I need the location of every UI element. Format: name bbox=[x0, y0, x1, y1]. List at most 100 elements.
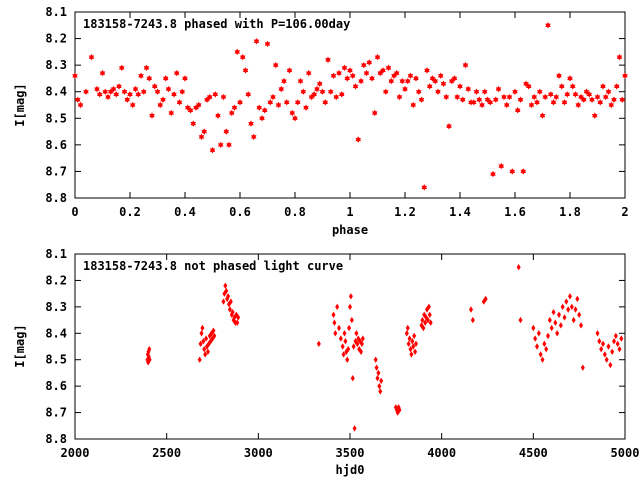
y-tick-label: 8.7 bbox=[45, 164, 67, 178]
data-point bbox=[83, 88, 89, 95]
data-point bbox=[350, 375, 355, 382]
data-point bbox=[212, 332, 217, 340]
data-point bbox=[555, 330, 560, 337]
data-point bbox=[534, 99, 540, 106]
data-point bbox=[343, 338, 348, 345]
data-point bbox=[248, 120, 254, 127]
data-point bbox=[187, 107, 194, 114]
chart-title: 183158-7243.8 not phased light curve bbox=[83, 259, 343, 273]
data-point bbox=[562, 314, 567, 321]
y-axis-label: I[mag] bbox=[13, 324, 27, 367]
data-point bbox=[407, 72, 414, 79]
data-point bbox=[113, 91, 120, 98]
data-point bbox=[379, 377, 384, 385]
data-point bbox=[124, 96, 131, 103]
data-point bbox=[341, 64, 348, 71]
data-point bbox=[597, 338, 602, 345]
data-point bbox=[352, 425, 357, 432]
chart-title: 183158-7243.8 phased with P=106.00day bbox=[83, 17, 350, 31]
data-point bbox=[407, 335, 412, 342]
data-point bbox=[597, 99, 604, 106]
data-point bbox=[369, 75, 375, 82]
data-point bbox=[215, 112, 221, 119]
data-point bbox=[275, 101, 282, 109]
data-point bbox=[553, 93, 560, 101]
data-point bbox=[168, 109, 175, 117]
data-point bbox=[569, 83, 576, 90]
y-tick-label: 8.6 bbox=[45, 138, 67, 152]
data-point bbox=[261, 107, 268, 114]
data-point bbox=[319, 88, 326, 95]
data-point bbox=[198, 340, 203, 348]
data-point bbox=[539, 112, 546, 119]
data-point bbox=[412, 332, 417, 340]
data-point bbox=[459, 96, 466, 103]
data-point bbox=[239, 53, 246, 61]
data-point bbox=[579, 322, 583, 329]
data-point bbox=[551, 308, 556, 316]
data-point bbox=[135, 91, 142, 98]
data-point bbox=[557, 311, 561, 318]
data-point bbox=[490, 170, 496, 178]
x-tick-label: 1.8 bbox=[559, 205, 581, 219]
plot-frame bbox=[74, 253, 626, 440]
data-point bbox=[451, 75, 458, 82]
x-tick-label: 1 bbox=[346, 205, 353, 219]
data-point bbox=[182, 75, 188, 82]
data-point bbox=[580, 364, 585, 371]
data-point bbox=[501, 93, 507, 101]
data-point bbox=[542, 93, 549, 101]
x-tick-label: 2000 bbox=[61, 446, 90, 460]
data-point bbox=[606, 343, 611, 350]
data-point bbox=[147, 345, 152, 353]
x-tick-label: 1.2 bbox=[394, 205, 416, 219]
data-point bbox=[278, 85, 285, 93]
data-point bbox=[173, 69, 180, 77]
data-point bbox=[146, 75, 153, 82]
axis-ticks: 2000 2500 3000 3500 4000 4500 5000 8.1 8.2 8.3 8.4… bbox=[45, 247, 639, 460]
data-point bbox=[359, 340, 364, 348]
data-point bbox=[569, 303, 574, 311]
data-point bbox=[399, 77, 406, 85]
data-point bbox=[404, 77, 411, 85]
data-point bbox=[476, 96, 483, 103]
data-point bbox=[211, 327, 216, 334]
data-point bbox=[204, 335, 209, 342]
data-point bbox=[179, 88, 186, 95]
data-point bbox=[360, 61, 367, 69]
data-point bbox=[561, 99, 568, 106]
data-point bbox=[281, 77, 287, 85]
data-point bbox=[385, 64, 392, 71]
data-point bbox=[349, 316, 354, 324]
data-point bbox=[116, 83, 122, 90]
data-point bbox=[615, 340, 620, 348]
data-point bbox=[292, 115, 298, 122]
data-point bbox=[346, 345, 351, 353]
data-point bbox=[376, 369, 381, 377]
data-point bbox=[612, 338, 616, 345]
data-point bbox=[595, 330, 600, 337]
y-tick-label: 8.5 bbox=[45, 353, 67, 367]
data-point bbox=[380, 67, 386, 74]
data-point bbox=[473, 88, 480, 95]
data-points bbox=[72, 22, 628, 191]
data-point bbox=[270, 93, 276, 101]
data-point bbox=[171, 91, 177, 98]
data-point bbox=[224, 287, 229, 295]
data-point bbox=[360, 335, 365, 342]
data-point bbox=[228, 298, 233, 305]
data-point bbox=[594, 93, 601, 101]
data-point bbox=[305, 69, 312, 77]
data-point bbox=[533, 335, 538, 342]
data-point bbox=[99, 69, 106, 77]
data-point bbox=[311, 91, 318, 98]
data-point bbox=[545, 22, 551, 29]
data-point bbox=[408, 345, 413, 353]
data-point bbox=[221, 298, 226, 305]
data-point bbox=[550, 99, 557, 106]
data-point bbox=[544, 345, 549, 353]
x-tick-label: 0.4 bbox=[174, 205, 196, 219]
x-tick-label: 0.2 bbox=[119, 205, 141, 219]
data-point bbox=[300, 88, 307, 95]
